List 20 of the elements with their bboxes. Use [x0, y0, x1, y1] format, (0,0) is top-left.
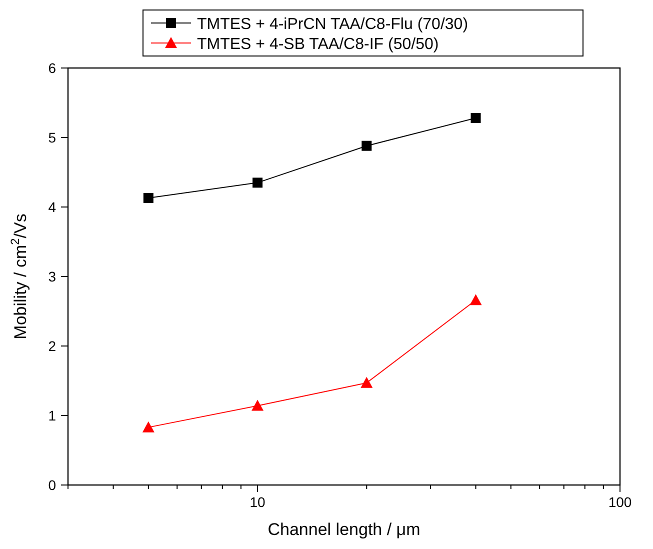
x-axis-title: Channel length / μm — [268, 520, 420, 539]
y-tick-label: 4 — [48, 199, 56, 215]
point — [362, 140, 372, 151]
x-tick-label: 100 — [608, 494, 632, 510]
point — [143, 192, 154, 203]
y-tick-label: 5 — [48, 130, 56, 146]
y-tick-label: 0 — [48, 477, 56, 493]
point — [470, 294, 482, 306]
y-tick-label: 6 — [48, 60, 56, 76]
legend-label: TMTES + 4-SB TAA/C8-IF (50/50) — [197, 36, 439, 53]
y-tick-label: 2 — [48, 338, 56, 354]
legend-label: TMTES + 4-iPrCN TAA/C8-Flu (70/30) — [197, 16, 468, 33]
point — [252, 400, 264, 411]
point — [470, 113, 481, 124]
point — [252, 178, 263, 188]
y-tick-label: 1 — [48, 408, 56, 424]
point — [142, 421, 154, 432]
point — [360, 376, 373, 388]
x-tick-label: 10 — [250, 494, 266, 510]
y-tick-label: 3 — [48, 268, 56, 284]
